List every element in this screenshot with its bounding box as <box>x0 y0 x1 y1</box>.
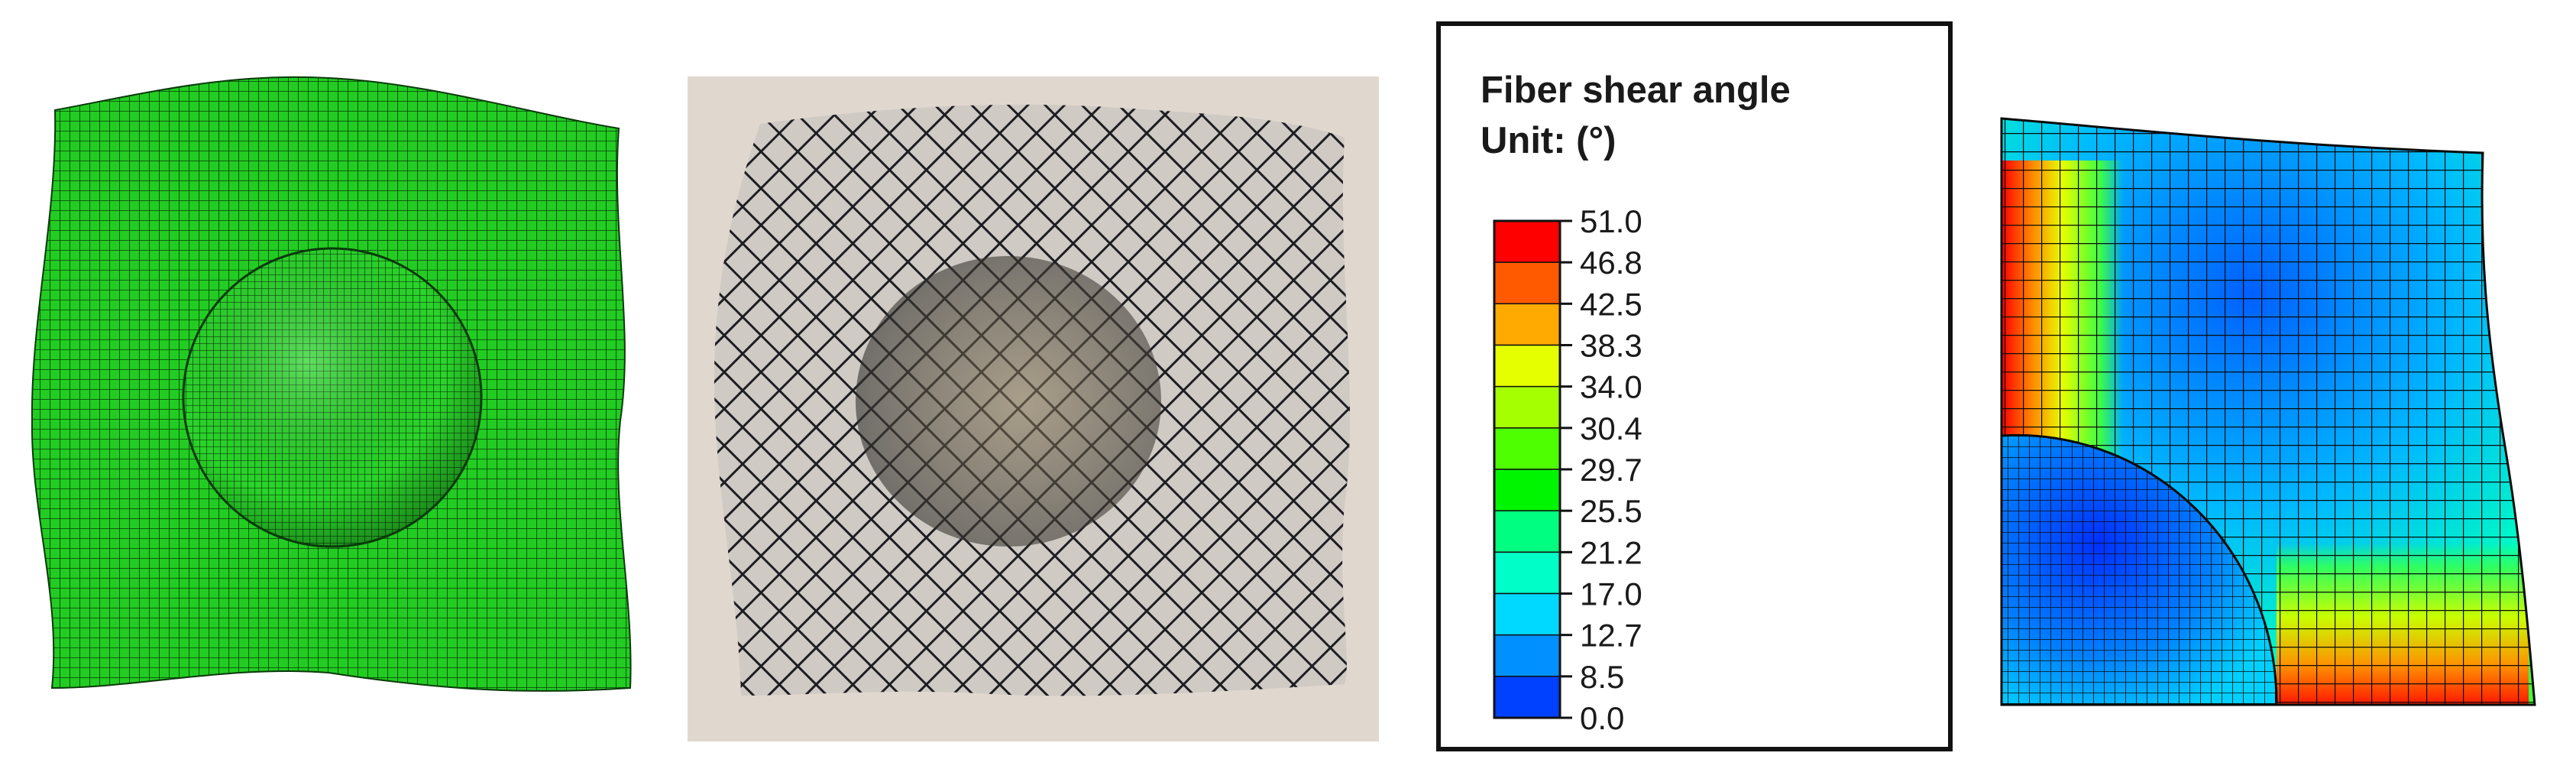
legend-title: Fiber shear angle <box>1481 70 1791 111</box>
legend-swatch <box>1493 469 1561 511</box>
legend-tick-label: 25.5 <box>1580 493 1642 529</box>
legend-swatch <box>1493 592 1561 636</box>
legend-tick-label: 34.0 <box>1580 369 1642 405</box>
legend-swatch <box>1493 427 1561 470</box>
dome-shading <box>182 247 483 548</box>
legend-tick-label: 42.5 <box>1580 286 1642 322</box>
legend-box: Fiber shear angle Unit: (°) 51.0 46.8 42.5… <box>1436 21 1953 751</box>
legend-tick-label: 8.5 <box>1580 659 1624 695</box>
legend-tick-label: 38.3 <box>1580 328 1642 364</box>
legend-swatch <box>1493 344 1561 388</box>
simulation-mesh-panel <box>0 61 665 726</box>
contour-dome-grid <box>2002 433 2278 705</box>
legend-swatch <box>1493 676 1561 719</box>
legend-tick-label: 46.8 <box>1580 245 1642 281</box>
experiment-photo-panel <box>688 76 1379 741</box>
simulation-mesh-figure <box>31 76 632 692</box>
dome-depression <box>856 256 1161 547</box>
legend-unit: Unit: (°) <box>1481 120 1616 161</box>
legend-tick-label: 21.2 <box>1580 534 1642 570</box>
legend-tick-label: 51.0 <box>1580 203 1642 239</box>
shear-angle-contour-panel <box>1986 115 2574 711</box>
legend-tick-label: 29.7 <box>1580 452 1642 488</box>
legend-tick-label: 0.0 <box>1580 700 1624 736</box>
legend-tick-label: 17.0 <box>1580 576 1642 612</box>
contour-outline <box>2000 117 2536 706</box>
legend-tick-label: 12.7 <box>1580 618 1642 654</box>
legend-color-scale: 51.0 46.8 42.5 38.3 34.0 30.4 29.7 25.5 21.2 17.0… <box>1493 203 1642 736</box>
experiment-photo-figure <box>688 76 1379 741</box>
legend-swatch <box>1493 220 1561 263</box>
legend-tick-label: 30.4 <box>1580 410 1642 446</box>
legend-swatch <box>1493 510 1561 553</box>
shear-angle-contour-figure <box>2000 117 2536 706</box>
legend-swatch <box>1493 385 1561 429</box>
legend-swatch <box>1493 551 1561 595</box>
legend-swatch <box>1493 303 1561 346</box>
legend-swatch <box>1493 261 1561 305</box>
legend-swatch <box>1493 634 1561 677</box>
